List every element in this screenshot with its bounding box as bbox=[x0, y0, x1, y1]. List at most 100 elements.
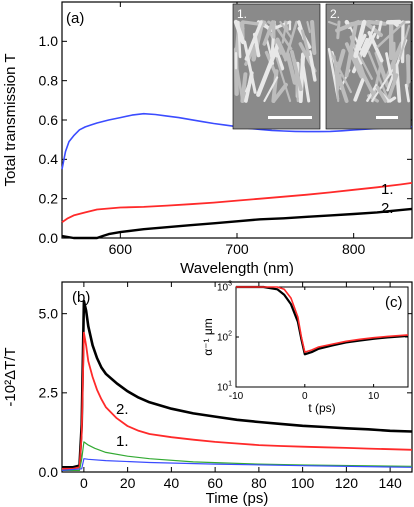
nanorod bbox=[300, 29, 311, 57]
x-tick-label: 700 bbox=[225, 241, 249, 257]
series-line-0 bbox=[62, 299, 413, 469]
nanorod bbox=[256, 42, 280, 97]
x-tick-label: 100 bbox=[291, 475, 315, 491]
y-tick-label: 0.2 bbox=[39, 191, 59, 207]
series-2-label-a: 2. bbox=[381, 200, 394, 217]
y-tick-label: 0.0 bbox=[39, 464, 59, 480]
nanorod bbox=[385, 52, 393, 76]
nanorod bbox=[362, 25, 376, 56]
sem-inset-1: 1. bbox=[232, 3, 321, 130]
scale-bar-1 bbox=[268, 116, 312, 119]
x-tick-label: 60 bbox=[207, 475, 223, 491]
y-tick-label: 0.4 bbox=[39, 151, 59, 167]
nanorod bbox=[308, 50, 317, 82]
x-tick-label: 120 bbox=[335, 475, 359, 491]
nanorod bbox=[404, 83, 410, 103]
nanorod bbox=[367, 20, 388, 26]
series-2-label-b: 2. bbox=[116, 401, 129, 418]
nanorod bbox=[376, 20, 406, 48]
x-tick-label: 20 bbox=[120, 475, 136, 491]
nanorod bbox=[233, 19, 246, 45]
y-tick-label: 5.0 bbox=[39, 306, 59, 322]
y-axis-label-b: -10²ΔT/T bbox=[2, 347, 19, 406]
nanorod bbox=[349, 20, 372, 26]
nanorod bbox=[327, 20, 338, 26]
nanorod bbox=[405, 54, 411, 84]
nanorod bbox=[336, 20, 341, 40]
nanorod bbox=[310, 19, 317, 55]
nanorod bbox=[271, 82, 288, 103]
panel-c-label: (c) bbox=[385, 294, 403, 311]
y-tick-label: 2.5 bbox=[39, 385, 59, 401]
nanorod bbox=[375, 85, 388, 103]
nanorod bbox=[274, 50, 285, 71]
nanorod bbox=[281, 20, 288, 44]
series-line-1 bbox=[236, 286, 409, 353]
nanorod bbox=[344, 42, 364, 79]
series-line-2 bbox=[61, 207, 413, 240]
x-tick-label: -10 bbox=[229, 391, 244, 402]
nanorod bbox=[263, 76, 279, 103]
nanorod bbox=[262, 20, 275, 46]
nanorod bbox=[337, 75, 349, 103]
nanorod bbox=[367, 50, 389, 101]
series-line-1 bbox=[62, 331, 413, 470]
x-axis-label-b: Time (ps) bbox=[206, 490, 269, 507]
x-tick-label: 40 bbox=[164, 475, 180, 491]
y-tick-label: 102 bbox=[217, 331, 232, 344]
nanorod bbox=[333, 55, 340, 103]
series-line-3 bbox=[61, 458, 413, 471]
y-tick-label: 0.0 bbox=[39, 230, 59, 246]
nanorod bbox=[243, 40, 257, 94]
y-axis-label-c: α⁻¹ μm bbox=[201, 318, 215, 356]
x-tick-label: 10 bbox=[368, 391, 380, 402]
x-axis-label-a: Wavelength (nm) bbox=[180, 260, 294, 277]
y-tick-label: 103 bbox=[217, 281, 232, 294]
panel-b-frame bbox=[61, 281, 413, 473]
y-tick-label: 0.6 bbox=[39, 112, 59, 128]
y-axis-label-a: Total transmission T bbox=[2, 53, 19, 186]
nanorod bbox=[294, 59, 299, 103]
y-tick-exponent: 2 bbox=[228, 331, 232, 338]
nanorod bbox=[275, 57, 292, 103]
x-tick-label: 800 bbox=[342, 241, 366, 257]
y-tick-label: 1.0 bbox=[39, 33, 59, 49]
series-line-0 bbox=[61, 112, 413, 170]
nanorod bbox=[245, 74, 254, 93]
series-line-1 bbox=[61, 182, 413, 224]
nanorod bbox=[275, 37, 289, 61]
x-tick-label: 600 bbox=[109, 241, 133, 257]
nanorod bbox=[285, 52, 297, 85]
nanorod bbox=[398, 24, 411, 61]
nanorod bbox=[362, 32, 377, 58]
sem-inset-2: 2. bbox=[325, 3, 412, 130]
x-tick-label: 140 bbox=[378, 475, 402, 491]
nanorod bbox=[367, 30, 384, 63]
nanorod bbox=[344, 21, 358, 78]
x-axis-label-c: t (ps) bbox=[308, 401, 335, 415]
y-tick-exponent: 1 bbox=[228, 381, 232, 388]
nanorod bbox=[394, 63, 402, 103]
nanorod bbox=[306, 20, 311, 34]
nanorod bbox=[388, 96, 397, 103]
scale-bar-2 bbox=[376, 116, 398, 119]
series-line-0 bbox=[236, 285, 409, 356]
series-1-label-b: 1. bbox=[116, 433, 129, 450]
sem-inset-1-label: 1. bbox=[237, 7, 247, 21]
x-tick-label: 0 bbox=[302, 391, 308, 402]
series-line-2 bbox=[62, 441, 413, 471]
nanorod bbox=[300, 58, 311, 103]
panel-a: 600 700 800 0.0 0.2 0.4 0.6 0.8 1.0 (a) 1. 2. 1.… bbox=[2, 1, 413, 277]
nanorod bbox=[271, 69, 279, 103]
nanorod bbox=[353, 77, 365, 102]
panel-b-label: (b) bbox=[72, 289, 90, 306]
nanorod bbox=[244, 20, 263, 61]
y-tick-exponent: 3 bbox=[228, 281, 232, 288]
y-tick-label: 0.8 bbox=[39, 73, 59, 89]
panel-a-label: (a) bbox=[66, 10, 84, 27]
nanorod bbox=[335, 48, 346, 74]
sem-inset-2-label: 2. bbox=[330, 7, 340, 21]
